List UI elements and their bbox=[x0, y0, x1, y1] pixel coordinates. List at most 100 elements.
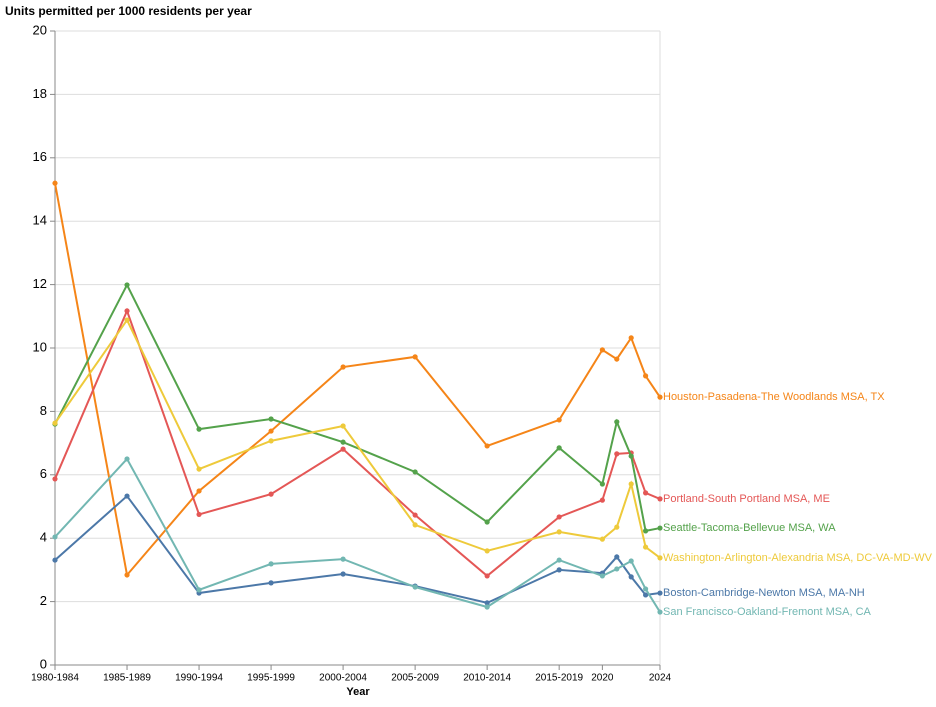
series-label: Boston-Cambridge-Newton MSA, MA-NH bbox=[663, 587, 865, 599]
point bbox=[614, 524, 620, 530]
point bbox=[196, 587, 202, 593]
point bbox=[124, 317, 130, 323]
point bbox=[412, 512, 418, 518]
point bbox=[599, 481, 605, 487]
point bbox=[124, 572, 130, 578]
x-tick-label: 1980-1984 bbox=[31, 673, 79, 684]
point bbox=[340, 439, 346, 445]
point bbox=[52, 476, 58, 482]
point bbox=[412, 354, 418, 360]
point bbox=[556, 567, 562, 573]
point bbox=[628, 574, 634, 580]
x-tick-label: 2024 bbox=[649, 673, 672, 684]
x-axis-title: Year bbox=[346, 686, 370, 698]
y-tick-label: 18 bbox=[33, 86, 47, 101]
y-tick-label: 6 bbox=[40, 466, 47, 481]
point bbox=[268, 428, 274, 434]
point bbox=[268, 580, 274, 586]
point bbox=[340, 446, 346, 452]
x-tick-label: 2000-2004 bbox=[319, 673, 367, 684]
point bbox=[340, 556, 346, 562]
point bbox=[268, 561, 274, 567]
y-tick-label: 8 bbox=[40, 403, 47, 418]
point bbox=[657, 496, 663, 502]
point bbox=[614, 451, 620, 457]
y-tick-label: 12 bbox=[33, 276, 47, 291]
point bbox=[484, 519, 490, 525]
point bbox=[642, 528, 649, 534]
point bbox=[340, 364, 346, 370]
point bbox=[124, 282, 130, 288]
series-label: Portland-South Portland MSA, ME bbox=[663, 493, 830, 505]
point bbox=[196, 488, 202, 494]
point bbox=[614, 419, 620, 425]
point bbox=[556, 514, 562, 520]
point bbox=[599, 573, 605, 579]
point bbox=[599, 536, 605, 542]
series-label: Washington-Arlington-Alexandria MSA, DC-… bbox=[663, 552, 933, 564]
point bbox=[412, 469, 418, 475]
point bbox=[614, 356, 620, 362]
point bbox=[556, 445, 562, 451]
point bbox=[52, 557, 58, 563]
point bbox=[642, 592, 649, 598]
point bbox=[628, 335, 634, 341]
y-tick-label: 4 bbox=[40, 530, 47, 545]
point bbox=[642, 544, 649, 550]
y-tick-label: 10 bbox=[33, 339, 47, 354]
point bbox=[340, 423, 346, 429]
point bbox=[599, 347, 605, 353]
point bbox=[52, 534, 58, 540]
point bbox=[196, 466, 202, 472]
x-tick-label: 2010-2014 bbox=[463, 673, 511, 684]
series-label: San Francisco-Oakland-Fremont MSA, CA bbox=[663, 606, 872, 618]
y-tick-label: 16 bbox=[33, 149, 47, 164]
x-tick-label: 2020 bbox=[591, 673, 614, 684]
series-line bbox=[54, 182, 661, 578]
point bbox=[52, 420, 58, 426]
point bbox=[340, 571, 346, 577]
point bbox=[556, 417, 562, 423]
point bbox=[484, 600, 490, 606]
series-line bbox=[54, 308, 661, 578]
series-label: Houston-Pasadena-The Woodlands MSA, TX bbox=[663, 391, 885, 403]
point bbox=[657, 609, 663, 615]
point bbox=[556, 557, 562, 563]
x-tick-label: 1990-1994 bbox=[175, 673, 223, 684]
point bbox=[614, 554, 620, 560]
point bbox=[642, 586, 649, 592]
point bbox=[268, 438, 274, 444]
y-axis-title: Units permitted per 1000 residents per y… bbox=[5, 4, 252, 18]
point bbox=[642, 490, 649, 496]
point bbox=[657, 555, 663, 561]
y-tick-label: 2 bbox=[40, 593, 47, 608]
point bbox=[124, 493, 130, 499]
point bbox=[268, 416, 274, 422]
point bbox=[657, 590, 663, 596]
x-tick-label: 1995-1999 bbox=[247, 673, 295, 684]
x-tick-label: 2015-2019 bbox=[535, 673, 583, 684]
point bbox=[484, 573, 490, 579]
point bbox=[614, 566, 620, 572]
point bbox=[412, 584, 418, 590]
y-tick-label: 14 bbox=[33, 213, 47, 228]
x-tick-label: 2005-2009 bbox=[391, 673, 439, 684]
point bbox=[484, 443, 490, 449]
point bbox=[484, 548, 490, 554]
point bbox=[628, 558, 634, 564]
x-tick-label: 1985-1989 bbox=[103, 673, 151, 684]
series-line bbox=[54, 457, 661, 613]
point bbox=[657, 525, 663, 531]
point bbox=[556, 529, 562, 535]
point bbox=[124, 456, 130, 462]
point bbox=[628, 481, 634, 487]
series-label: Seattle-Tacoma-Bellevue MSA, WA bbox=[663, 522, 836, 534]
point bbox=[196, 426, 202, 432]
point bbox=[268, 491, 274, 497]
point bbox=[657, 394, 663, 400]
y-tick-label: 0 bbox=[40, 656, 47, 671]
point bbox=[484, 604, 490, 610]
point bbox=[412, 522, 418, 528]
